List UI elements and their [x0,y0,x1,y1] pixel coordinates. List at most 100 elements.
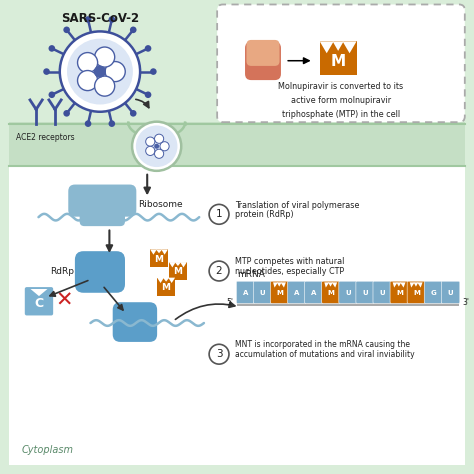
Text: M: M [328,290,335,296]
Text: 5': 5' [226,298,233,307]
Circle shape [130,27,137,33]
Polygon shape [169,262,176,267]
Text: M: M [155,255,164,264]
Polygon shape [413,283,419,287]
Text: accumulation of mutations and viral inviability: accumulation of mutations and viral invi… [235,350,414,359]
Circle shape [78,53,98,73]
FancyBboxPatch shape [254,281,272,303]
Circle shape [105,62,125,82]
Polygon shape [417,283,423,288]
FancyBboxPatch shape [68,184,137,217]
Polygon shape [156,249,162,253]
Bar [169,262,187,280]
Polygon shape [392,283,398,288]
Circle shape [109,120,115,127]
Text: U: U [448,290,454,296]
Text: A: A [311,290,317,296]
Polygon shape [328,283,333,287]
Text: Molnupiravir is converted to its: Molnupiravir is converted to its [278,82,403,91]
FancyBboxPatch shape [356,281,374,303]
FancyBboxPatch shape [441,281,460,303]
Polygon shape [168,278,175,283]
FancyBboxPatch shape [424,281,443,303]
Circle shape [136,126,177,167]
FancyBboxPatch shape [245,42,281,80]
Text: Translation of viral polymerase: Translation of viral polymerase [235,201,359,210]
Bar [157,278,175,296]
Bar [9,167,465,465]
Text: 3: 3 [216,349,222,359]
Bar [9,122,465,167]
Polygon shape [281,283,286,288]
Bar [237,299,459,306]
Polygon shape [396,283,401,287]
Circle shape [154,144,159,149]
Circle shape [155,149,164,158]
FancyBboxPatch shape [322,281,340,303]
Polygon shape [161,249,168,255]
Circle shape [209,204,229,224]
Text: U: U [345,290,351,296]
Circle shape [60,31,140,112]
Text: 1: 1 [216,210,222,219]
Circle shape [145,91,151,98]
Circle shape [160,142,169,151]
FancyBboxPatch shape [237,281,255,303]
FancyBboxPatch shape [288,281,306,303]
Text: Cytoplasm: Cytoplasm [22,446,74,456]
FancyBboxPatch shape [305,281,323,303]
Circle shape [64,27,70,33]
Circle shape [95,47,115,67]
Polygon shape [324,283,329,288]
Polygon shape [150,249,157,255]
Polygon shape [273,283,278,288]
Polygon shape [163,278,169,282]
Polygon shape [332,283,337,288]
Circle shape [67,39,133,105]
Bar [319,41,356,75]
Text: M: M [173,267,182,276]
FancyBboxPatch shape [25,287,53,316]
Circle shape [64,110,70,117]
FancyBboxPatch shape [390,281,409,303]
Text: 3': 3' [462,298,469,307]
FancyBboxPatch shape [373,281,392,303]
Polygon shape [157,278,164,283]
Text: MTP competes with natural: MTP competes with natural [235,257,344,266]
Polygon shape [319,41,334,53]
Circle shape [48,45,55,52]
Text: M: M [413,290,420,296]
Circle shape [94,65,106,78]
Text: ACE2 receptors: ACE2 receptors [16,133,75,142]
Polygon shape [333,41,344,51]
Circle shape [130,110,137,117]
Text: RdRp: RdRp [50,266,74,275]
Text: M: M [330,54,346,69]
Text: SARS-CoV-2: SARS-CoV-2 [61,12,139,25]
Polygon shape [400,283,405,288]
Text: Ribosome: Ribosome [138,201,182,210]
Text: triphosphate (MTP) in the cell: triphosphate (MTP) in the cell [282,110,400,119]
Polygon shape [30,289,47,296]
Circle shape [48,91,55,98]
Text: M: M [162,283,171,292]
Text: nucleotides, especially CTP: nucleotides, especially CTP [235,267,344,276]
Circle shape [85,16,91,23]
Text: U: U [260,290,265,296]
Polygon shape [343,41,356,53]
FancyBboxPatch shape [246,40,280,66]
Text: ✕: ✕ [56,291,73,311]
Text: mRNA: mRNA [237,270,265,279]
Circle shape [132,122,181,171]
Circle shape [109,16,115,23]
Text: protein (RdRp): protein (RdRp) [235,210,293,219]
Text: 2: 2 [216,266,222,276]
Bar [150,249,168,267]
Circle shape [95,76,115,96]
Text: U: U [362,290,368,296]
FancyBboxPatch shape [217,4,465,122]
Circle shape [209,261,229,281]
Circle shape [85,120,91,127]
Circle shape [150,68,156,75]
FancyBboxPatch shape [75,251,125,293]
